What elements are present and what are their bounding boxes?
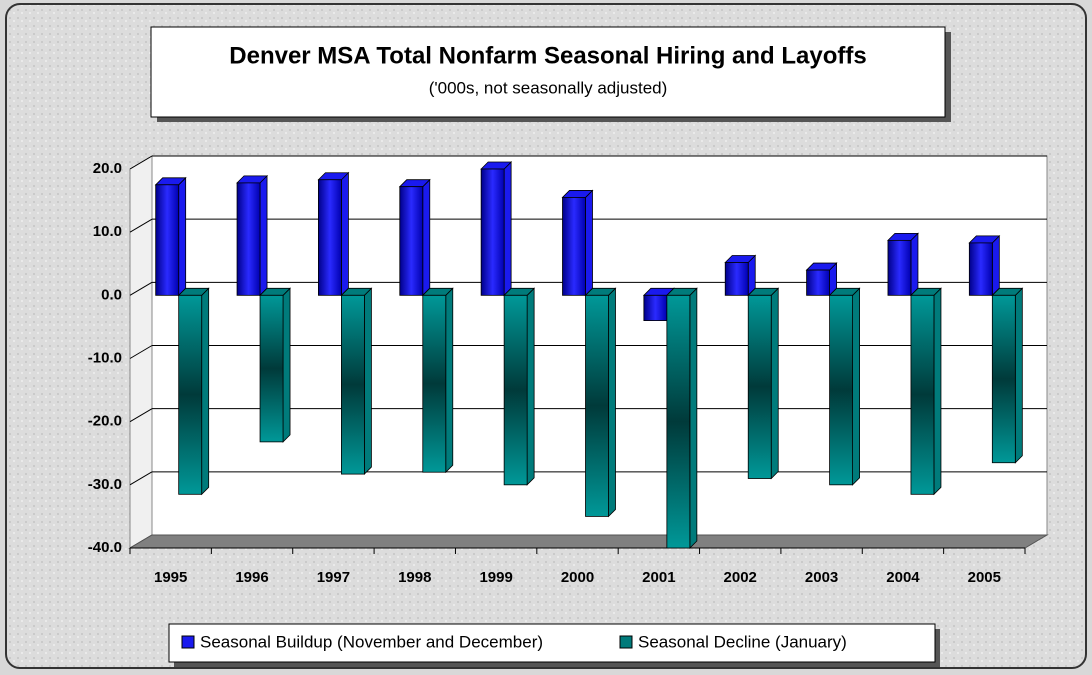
bar [991,287,1024,464]
bar-front [747,294,772,479]
bar [177,287,210,496]
bar-side [585,189,593,297]
x-tick-label: 1996 [235,569,268,586]
chart-title: Denver MSA Total Nonfarm Seasonal Hiring… [229,42,866,69]
floor [128,534,1049,549]
bar-side [991,234,1000,297]
bar-front [318,179,342,296]
grid-line-side [129,408,153,423]
bar-front [399,186,424,296]
bar [909,287,942,496]
legend [168,623,936,663]
y-tick-label: 0.0 [101,286,122,303]
legend-label: Seasonal Decline (January) [638,632,847,651]
bar-side [933,287,942,496]
bar-side [608,287,616,518]
y-tick-label: -40.0 [88,539,122,556]
bar-side [526,287,535,486]
chart-subtitle: ('000s, not seasonally adjusted) [429,78,668,97]
bar [236,174,269,297]
legend-swatch [181,635,195,649]
bar-side [364,287,372,476]
y-tick-label: -30.0 [88,476,122,493]
bar-side [341,171,349,297]
x-tick-label: 2005 [968,569,1001,586]
bar-side [282,287,291,443]
bar-front [643,294,668,322]
bar-front [178,294,203,495]
bar-front [422,294,447,473]
bar [561,189,594,297]
bar-front [806,269,830,296]
bar-front [155,184,180,296]
title-box [150,26,946,118]
plot: -40.0 -30.0 -20.0 -10.0 0.0 10.0 20.0 1995 1996 1… [88,155,1049,586]
bar [421,287,454,474]
bar-front [666,294,691,549]
bar-side [1014,287,1023,464]
bar [828,287,861,486]
grid-line-side [129,218,153,233]
bar [584,287,617,518]
bar-side [178,176,187,297]
grid-line-side [129,345,153,359]
bar-side [445,287,454,474]
bar-front [562,197,586,296]
bar [805,262,838,297]
bar-front [480,168,505,296]
bar-side [201,287,210,496]
bar [340,287,373,476]
x-tick-label: 2000 [561,569,594,586]
bar [259,287,292,443]
bar-front [968,242,993,296]
bar-side [503,161,512,297]
bar [886,232,919,297]
x-tick-label: 2002 [724,569,757,586]
bar-front [829,294,853,486]
bar [968,234,1001,297]
bar-front [341,294,365,475]
bar-front [585,294,609,517]
bar [154,176,187,297]
bar-front [259,294,284,443]
bar-side [852,287,860,486]
bar [398,178,431,297]
legend-swatch [619,635,633,649]
y-tick-label: 10.0 [93,223,122,240]
y-tick-label: 20.0 [93,160,122,177]
y-tick-label: -10.0 [88,349,122,366]
grid-line-side [129,471,153,486]
x-tick-label: 1998 [398,569,431,586]
x-tick-label: 2001 [642,569,675,586]
x-tick-label: 2003 [805,569,838,586]
bar [503,287,536,486]
bar-side [770,287,779,480]
bar-side [259,174,268,297]
grid-line-side [129,281,153,296]
bar [665,287,698,549]
bar [747,287,780,480]
x-tick-label: 2004 [886,569,920,586]
x-tick-label: 1997 [317,569,350,586]
bar-front [910,294,935,495]
bar-front [236,182,261,296]
bar-front [991,294,1016,464]
x-tick-label: 1999 [479,569,512,586]
bar [317,171,350,297]
bar-front [724,262,749,296]
bar-side [689,287,698,549]
legend-label: Seasonal Buildup (November and December) [200,632,543,651]
bar [480,161,513,297]
x-tick-label: 1995 [154,569,187,586]
bar [724,254,757,297]
grid-line-side [129,155,153,170]
bar-front [887,239,912,296]
bar-side [422,178,431,297]
y-tick-label: -20.0 [88,413,122,430]
bar-front [503,294,528,486]
bar-side [910,232,919,297]
